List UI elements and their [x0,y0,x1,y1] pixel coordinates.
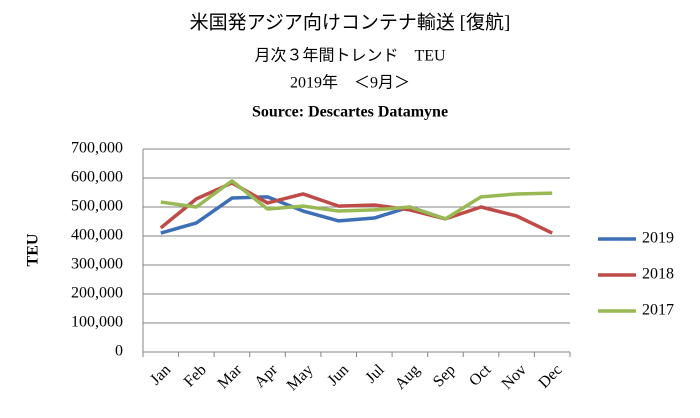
series-line [160,195,447,235]
y-tick-label: 500,000 [71,198,123,215]
x-tick-label: Jul [362,361,388,387]
chart-title: 米国発アジア向けコンテナ輸送 [復航] [190,11,511,33]
x-tick-label: Jun [324,361,352,389]
chart-period: 2019年 ＜9月＞ [290,74,410,92]
x-tick-label: Apr [251,361,281,391]
y-tick-label: 700,000 [71,140,123,157]
y-axis-label: TEU [25,233,42,266]
x-tick-label: Sep [430,361,459,390]
x-tick-label: Feb [181,361,210,390]
x-tick-label: May [284,361,317,394]
series-line [160,179,553,221]
chart-source: Source: Descartes Datamyne [252,104,448,121]
x-tick-label: Oct [466,361,495,390]
y-tick-label: 300,000 [71,256,123,273]
x-tick-label: Jan [147,361,174,388]
legend-label: 2019 [642,230,674,247]
chart-subtitle: 月次３年間トレンド TEU [254,47,446,65]
x-tick-label: Aug [392,361,424,393]
x-tick-label: Dec [535,361,565,391]
legend-label: 2018 [642,266,674,283]
legend-label: 2017 [642,302,674,319]
y-tick-label: 600,000 [71,169,123,186]
y-tick-label: 400,000 [71,227,123,244]
x-tick-label: Nov [499,361,531,393]
y-tick-label: 0 [115,343,123,360]
y-tick-label: 100,000 [71,314,123,331]
y-tick-label: 200,000 [71,285,123,302]
x-tick-label: Mar [215,361,246,392]
